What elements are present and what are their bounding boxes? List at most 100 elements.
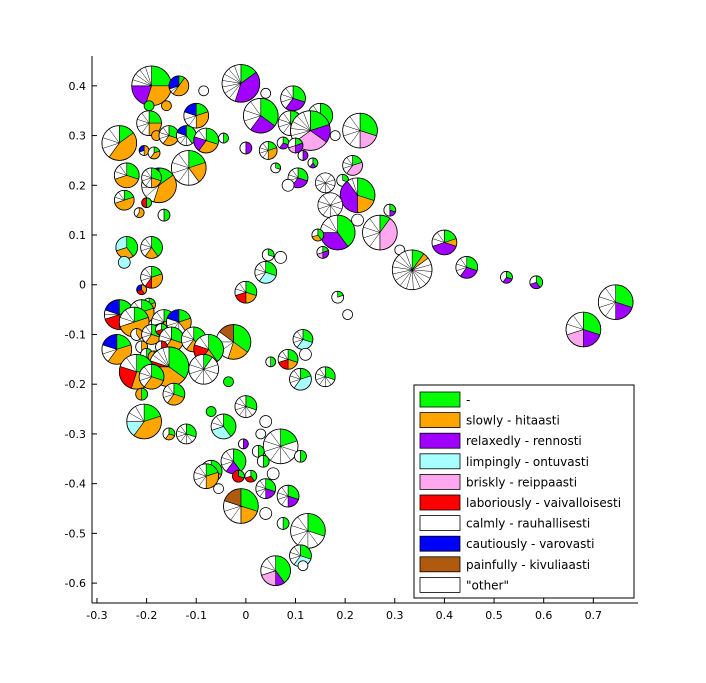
pie-wedge-line	[102, 142, 120, 149]
pie-outline	[101, 334, 133, 365]
pie-outline	[244, 469, 258, 483]
pie-wedge-line	[221, 461, 234, 466]
legend-label: painfully - kivuliaasti	[466, 558, 590, 572]
pie-outline	[113, 189, 135, 211]
pie-marker	[113, 189, 135, 211]
pie-wedge-line	[291, 130, 311, 136]
pie-marker	[136, 284, 148, 296]
pie-marker	[168, 75, 190, 97]
pie-wedge-line	[259, 263, 266, 273]
pie-outline	[259, 507, 273, 520]
pie-marker	[205, 406, 217, 417]
pie-outline	[147, 146, 161, 160]
pie-wedge-line	[119, 317, 135, 323]
pie-slice	[259, 507, 272, 520]
pie-wedge-line	[315, 376, 326, 381]
pie-marker	[101, 334, 133, 365]
pie-wedge-line	[194, 369, 204, 382]
pie-wedge-line	[283, 122, 291, 134]
pie-wedge-line	[198, 476, 207, 487]
pie-wedge-line	[328, 217, 338, 233]
pie-outline	[314, 366, 336, 388]
pie-wedge-line	[605, 287, 616, 303]
pie-wedge-line	[166, 321, 179, 327]
legend-swatch	[419, 556, 461, 573]
pie-marker	[260, 87, 272, 99]
pie-outline	[258, 141, 278, 160]
y-tick-label: 0.1	[69, 229, 87, 242]
pie-wedge-line	[255, 272, 266, 276]
pie-wedge-line	[293, 546, 301, 556]
pie-wedge-line	[325, 182, 332, 191]
pie-marker	[115, 236, 139, 259]
pie-wedge-line	[277, 495, 289, 500]
pie-wedge-line	[230, 505, 242, 521]
pie-wedge-line	[325, 179, 335, 184]
pie-marker	[239, 141, 253, 155]
pie-wedge-line	[264, 446, 281, 452]
pie-outline	[260, 87, 272, 99]
legend-label: relaxedly - rennosti	[466, 434, 582, 448]
pie-outline	[234, 280, 258, 304]
pie-marker	[259, 507, 273, 520]
pie-slice	[342, 309, 353, 320]
pie-marker	[143, 100, 155, 112]
pie-marker	[294, 449, 307, 463]
legend-swatch	[419, 535, 461, 552]
y-tick-label: -0.2	[65, 378, 86, 391]
pie-outline	[232, 469, 245, 483]
pie-marker	[500, 270, 513, 284]
pie-wedge-line	[222, 83, 241, 88]
pie-outline	[297, 150, 309, 161]
pie-marker	[311, 228, 325, 242]
pie-wedge-line	[343, 130, 361, 137]
pie-marker	[292, 329, 314, 350]
pie-wedge-line	[392, 269, 413, 275]
pie-slice	[297, 560, 308, 571]
pie-wedge-line	[137, 122, 150, 128]
pie-marker	[276, 484, 300, 508]
pie-outline	[290, 110, 331, 151]
pie-outline	[136, 110, 162, 136]
pie-wedge-line	[278, 119, 291, 124]
pie-wedge-line	[259, 488, 266, 497]
pie-wedge-line	[181, 335, 194, 340]
pie-wedge-line	[125, 309, 135, 323]
pie-wedge-line	[303, 111, 311, 131]
pie-wedge-line	[291, 169, 299, 178]
pie-wedge-line	[221, 457, 234, 462]
pie-wedge-line	[293, 339, 304, 343]
pie-slice	[206, 406, 217, 417]
pie-outline	[277, 349, 299, 370]
pie-outline	[140, 236, 163, 259]
pie-outline	[342, 112, 378, 149]
pie-marker	[261, 248, 275, 262]
y-tick-label: -0.3	[65, 428, 86, 441]
pie-wedge-line	[159, 135, 170, 139]
pie-wedge-line	[369, 218, 381, 233]
pie-outline	[342, 155, 363, 176]
pie-wedge-line	[189, 364, 204, 370]
pie-wedge-line	[118, 192, 125, 201]
pie-marker	[276, 517, 290, 530]
pie-wedge-line	[139, 372, 152, 377]
pie-wedge-line	[349, 116, 361, 131]
pie-outline	[133, 207, 145, 219]
legend-label: calmly - rauhallisesti	[466, 517, 590, 531]
pie-marker	[218, 132, 229, 144]
pie-wedge-line	[144, 268, 152, 278]
pie-slice	[299, 348, 312, 361]
pie-marker	[339, 177, 376, 214]
x-tick-label: 0.6	[535, 609, 553, 622]
pie-wedge-line	[290, 552, 301, 556]
x-axis-ticks: -0.3 -0.2 -0.1 0 0.1 0.2 0.3 0.4 0.5 0.6 0.7	[86, 598, 602, 622]
pie-wedge-line	[186, 433, 193, 443]
pie-slice	[383, 203, 391, 217]
pie-slice	[239, 141, 247, 155]
pie-wedge-line	[432, 238, 445, 243]
pie-wedge-line	[141, 122, 150, 134]
pie-outline	[256, 454, 270, 468]
pie-slice	[223, 376, 234, 387]
pie-wedge-line	[290, 128, 311, 131]
pie-outline	[135, 387, 148, 401]
